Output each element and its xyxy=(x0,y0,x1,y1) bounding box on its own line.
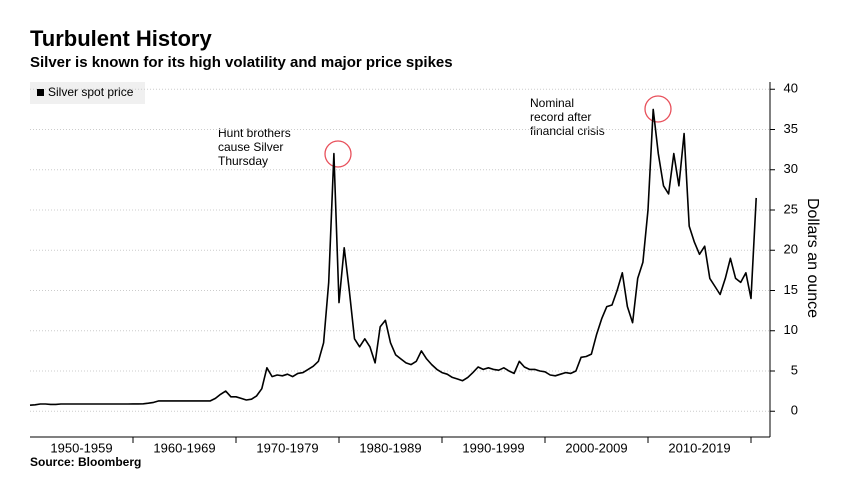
y-tick-label: 5 xyxy=(791,362,798,377)
legend-label: Silver spot price xyxy=(48,85,134,99)
y-tick-label: 10 xyxy=(784,322,798,337)
x-tick-label: 1950-1959 xyxy=(50,440,112,455)
x-tick-label: 1970-1979 xyxy=(256,440,318,455)
annotation: Nominal record after financial crisis xyxy=(530,96,605,138)
data-line xyxy=(29,108,757,406)
annotation-circle xyxy=(644,95,672,123)
x-tick-label: 2000-2009 xyxy=(565,440,627,455)
x-tick-label: 1990-1999 xyxy=(462,440,524,455)
y-tick-label: 0 xyxy=(791,403,798,418)
y-tick-label: 20 xyxy=(784,242,798,257)
chart-title: Turbulent History xyxy=(30,26,212,51)
legend-box xyxy=(30,82,145,104)
x-tick-label: 1960-1969 xyxy=(153,440,215,455)
y-tick-label: 35 xyxy=(784,121,798,136)
legend-swatch xyxy=(37,89,44,96)
x-tick-label: 1980-1989 xyxy=(359,440,421,455)
y-tick-label: 40 xyxy=(784,81,798,96)
annotation-circle xyxy=(324,140,352,168)
y-tick-label: 25 xyxy=(784,201,798,216)
y-tick-label: 15 xyxy=(784,282,798,297)
source: Source: Bloomberg xyxy=(30,455,141,469)
annotation: Hunt brothers cause Silver Thursday xyxy=(218,126,291,168)
y-axis-label: Dollars an ounce xyxy=(804,198,821,318)
y-tick-label: 30 xyxy=(784,161,798,176)
chart-subtitle: Silver is known for its high volatility … xyxy=(30,54,453,71)
x-tick-label: 2010-2019 xyxy=(668,440,730,455)
